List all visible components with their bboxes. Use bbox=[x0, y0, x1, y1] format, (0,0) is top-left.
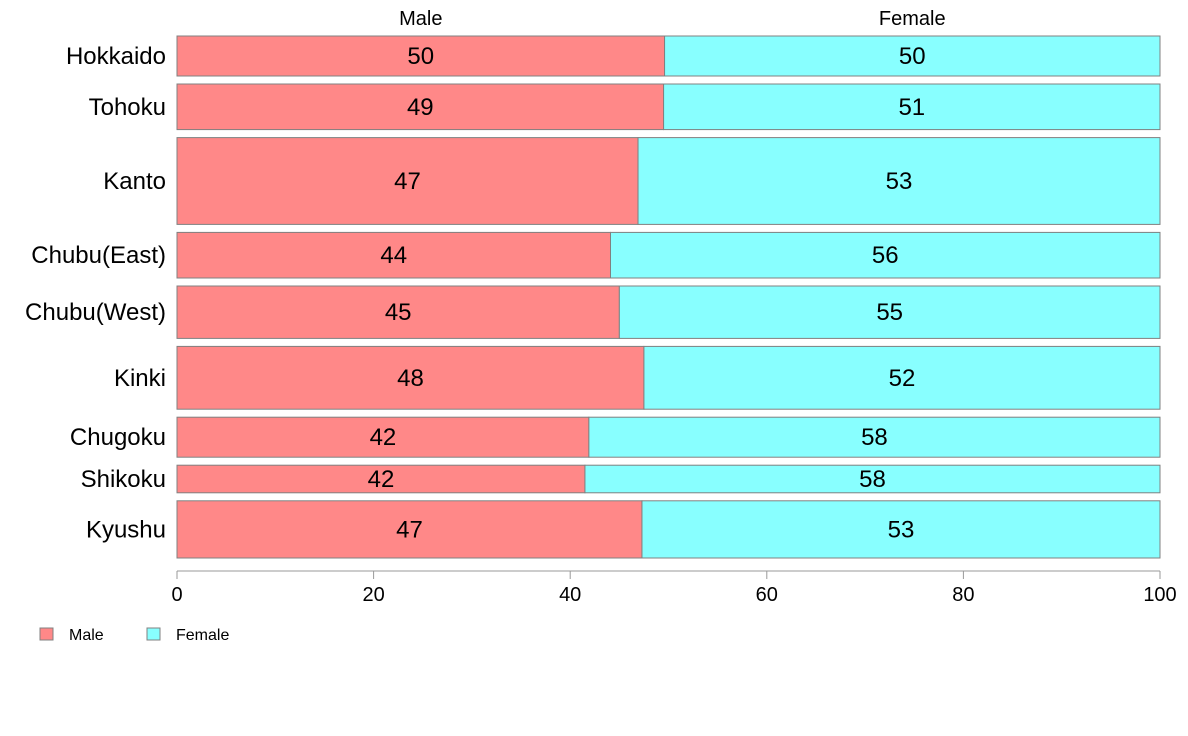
legend-label: Female bbox=[176, 627, 229, 644]
x-tick-label: 100 bbox=[1143, 584, 1176, 606]
data-label-female-5: 52 bbox=[889, 365, 916, 392]
data-label-male-4: 45 bbox=[385, 299, 412, 326]
data-label-male-0: 50 bbox=[407, 43, 434, 70]
legend-item-female: Female bbox=[146, 627, 229, 644]
bar-female-3 bbox=[610, 231, 1161, 279]
data-label-female-1: 51 bbox=[898, 94, 925, 121]
data-label-female-3: 56 bbox=[872, 242, 899, 269]
column-header-female: Female bbox=[879, 8, 946, 30]
bars: 50 50 49 51 47 53 44 56 45 55 48 52 42 58 42 58 47 53 bbox=[176, 35, 1161, 559]
bar-male-2 bbox=[176, 137, 639, 225]
legend-swatch bbox=[39, 627, 54, 641]
category-label: Shikoku bbox=[81, 466, 166, 493]
category-label: Tohoku bbox=[89, 94, 166, 121]
data-label-female-2: 53 bbox=[886, 168, 913, 195]
bar-male-8 bbox=[176, 500, 643, 559]
data-label-male-6: 42 bbox=[370, 424, 397, 451]
category-label: Kinki bbox=[114, 365, 166, 392]
category-label: Chubu(West) bbox=[25, 299, 166, 326]
bar-female-6 bbox=[588, 416, 1161, 458]
bar-female-1 bbox=[663, 83, 1161, 131]
x-tick-label: 0 bbox=[171, 584, 182, 606]
x-tick-label: 20 bbox=[362, 584, 384, 606]
bar-female-0 bbox=[664, 35, 1161, 77]
bar-male-0 bbox=[176, 35, 666, 77]
data-label-male-8: 47 bbox=[396, 516, 423, 543]
legend-swatch bbox=[146, 627, 161, 641]
column-headers: Male Female bbox=[399, 8, 946, 30]
legend-item-male: Male bbox=[39, 627, 104, 644]
data-label-male-7: 42 bbox=[368, 466, 395, 493]
data-label-female-6: 58 bbox=[861, 424, 888, 451]
bar-female-5 bbox=[643, 345, 1161, 410]
data-label-female-0: 50 bbox=[899, 43, 926, 70]
bar-male-1 bbox=[176, 83, 665, 131]
bar-female-2 bbox=[637, 137, 1161, 225]
category-label: Chubu(East) bbox=[31, 242, 166, 269]
data-label-female-8: 53 bbox=[888, 516, 915, 543]
category-labels: Hokkaido Tohoku Kanto Chubu(East) Chubu(West… bbox=[25, 43, 166, 543]
x-tick-label: 60 bbox=[756, 584, 778, 606]
data-label-male-3: 44 bbox=[380, 242, 407, 269]
bar-female-7 bbox=[584, 464, 1161, 494]
column-header-male: Male bbox=[399, 8, 442, 30]
data-label-male-1: 49 bbox=[407, 94, 434, 121]
bar-male-6 bbox=[176, 416, 590, 458]
category-label: Kanto bbox=[103, 168, 166, 195]
category-label: Hokkaido bbox=[66, 43, 166, 70]
bar-female-8 bbox=[641, 500, 1161, 559]
bar-male-4 bbox=[176, 285, 620, 339]
bar-male-3 bbox=[176, 231, 612, 279]
data-label-female-7: 58 bbox=[859, 466, 886, 493]
data-label-female-4: 55 bbox=[876, 299, 903, 326]
data-label-male-5: 48 bbox=[397, 365, 424, 392]
x-tick-label: 80 bbox=[952, 584, 974, 606]
bar-female-4 bbox=[618, 285, 1161, 339]
x-axis: 0 20 40 60 80 100 bbox=[171, 570, 1177, 606]
legend-label: Male bbox=[69, 627, 104, 644]
category-label: Chugoku bbox=[70, 424, 166, 451]
category-label: Kyushu bbox=[86, 516, 166, 543]
x-tick-label: 40 bbox=[559, 584, 581, 606]
legend: Male Female bbox=[39, 627, 229, 644]
data-label-male-2: 47 bbox=[394, 168, 421, 195]
